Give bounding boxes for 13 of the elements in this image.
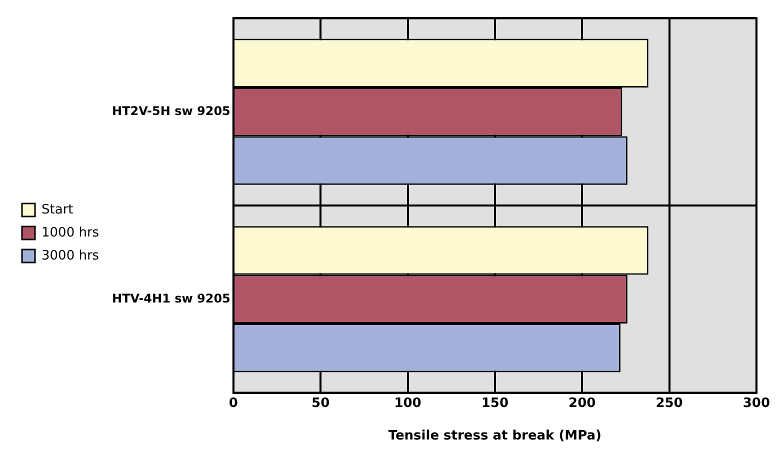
x-tick-label: 50 — [312, 396, 330, 411]
x-axis-title: Tensile stress at break (MPa) — [388, 428, 602, 444]
y-tick-label: HT2V-5H sw 9205 — [112, 104, 230, 118]
legend-label: 1000 hrs — [42, 225, 100, 240]
x-tick-label: 300 — [742, 396, 770, 411]
x-tick-label: 250 — [656, 396, 683, 411]
x-tick-label: 100 — [394, 396, 422, 411]
x-tick-label: 150 — [481, 396, 508, 411]
x-tick-label: 0 — [228, 396, 238, 411]
y-tick-label: HTV-4H1 sw 9205 — [112, 291, 230, 306]
legend-label: 3000 hrs — [42, 248, 100, 264]
x-tick-label: 200 — [568, 396, 596, 411]
legend-label: Start — [42, 202, 74, 218]
